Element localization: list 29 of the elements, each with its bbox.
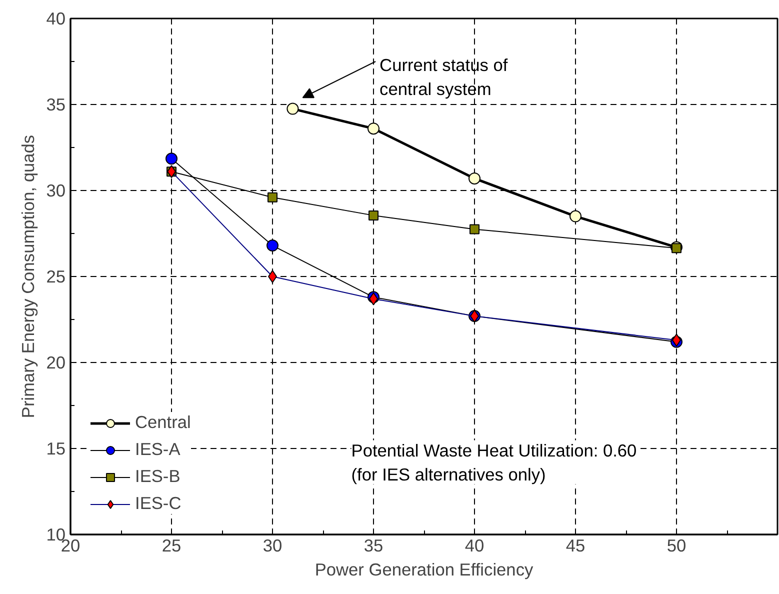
x-tick-label: 45 bbox=[566, 536, 586, 556]
x-axis-title: Power Generation Efficiency bbox=[314, 560, 534, 580]
point bbox=[166, 152, 178, 165]
point bbox=[268, 192, 278, 202]
y-axis-title: Primary Energy Consumption, quads bbox=[18, 134, 38, 418]
x-tick-label: 25 bbox=[162, 536, 182, 556]
legend-label: Central bbox=[135, 412, 191, 433]
legend-label: IES-C bbox=[135, 493, 182, 514]
legend-label: IES-B bbox=[135, 466, 180, 487]
point bbox=[286, 102, 299, 115]
y-tick-label: 25 bbox=[46, 266, 66, 286]
point bbox=[468, 172, 480, 184]
x-tick-label: 35 bbox=[364, 536, 384, 556]
legend-label: IES-A bbox=[135, 439, 180, 460]
y-tick-label: 15 bbox=[46, 438, 66, 458]
x-tick-label: 40 bbox=[464, 536, 484, 556]
annotation: Potential Waste Heat Utilization: 0.60 (for IES alternatives only) bbox=[351, 440, 637, 484]
point bbox=[266, 240, 278, 252]
y-tick-label: 20 bbox=[46, 352, 66, 372]
annotation: Current status of central system bbox=[380, 54, 508, 99]
point bbox=[570, 210, 582, 222]
x-tick-label: 50 bbox=[666, 536, 686, 556]
y-tick-label: 30 bbox=[46, 180, 66, 200]
x-tick-label: 30 bbox=[262, 536, 282, 556]
point bbox=[470, 224, 480, 234]
point bbox=[368, 210, 378, 220]
y-tick-label: 40 bbox=[46, 8, 66, 28]
y-tick-label: 35 bbox=[46, 94, 66, 114]
point bbox=[368, 122, 380, 135]
